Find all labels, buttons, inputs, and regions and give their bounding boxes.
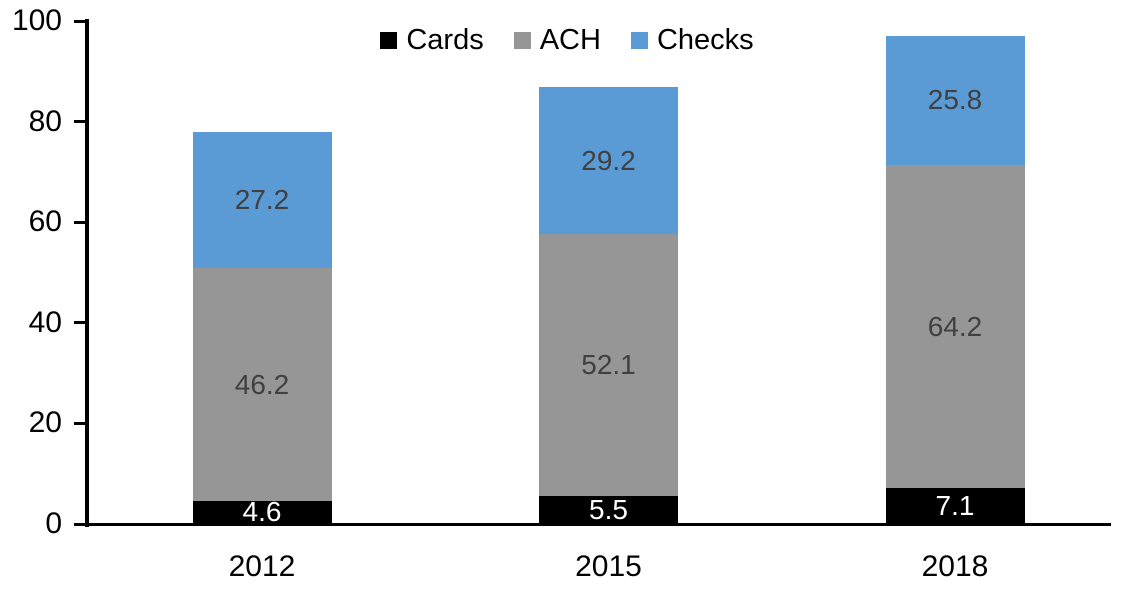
value-label-ach: 64.2 — [927, 310, 983, 342]
y-axis-tick — [74, 321, 85, 325]
y-axis-line — [85, 19, 89, 527]
y-axis-tick — [74, 522, 85, 526]
bar-segment-cards: 4.6 — [192, 496, 332, 528]
value-label-ach: 46.2 — [234, 368, 290, 400]
x-axis-line — [85, 523, 1111, 526]
bar-group-2018: 7.1 64.2 25.8 — [885, 35, 1025, 524]
x-axis-category-label: 2018 — [921, 550, 989, 583]
value-label-checks: 27.2 — [234, 184, 290, 216]
value-label-cards: 5.5 — [589, 494, 628, 526]
legend: Cards ACH Checks — [0, 26, 1134, 55]
x-axis-category-label: 2015 — [575, 550, 642, 583]
legend-swatch-cards — [380, 32, 398, 49]
value-label-checks: 25.8 — [927, 84, 983, 116]
value-label-ach: 52.1 — [581, 349, 636, 381]
value-label-cards: 7.1 — [935, 490, 975, 522]
y-axis-tick-label: 60 — [28, 205, 62, 239]
legend-item-ach: ACH — [513, 24, 601, 56]
legend-label: ACH — [539, 24, 601, 56]
bar-segment-checks: 27.2 — [192, 131, 332, 269]
y-axis-tick — [74, 19, 85, 23]
y-axis-tick-label: 100 — [11, 4, 62, 37]
legend-swatch-ach — [513, 32, 531, 49]
legend-swatch-checks — [630, 32, 648, 49]
bar-segment-ach: 46.2 — [192, 268, 332, 501]
value-label-checks: 29.2 — [581, 144, 636, 176]
value-label-cards: 4.6 — [242, 496, 282, 528]
x-axis-category-label: 2012 — [228, 550, 296, 583]
legend-item-cards: Cards — [380, 24, 484, 56]
bar-segment-ach: 64.2 — [885, 165, 1025, 489]
y-axis-tick-label: 0 — [45, 507, 62, 540]
legend-label: Cards — [406, 24, 484, 56]
y-axis-tick-label: 80 — [28, 104, 62, 138]
bar-segment-ach: 52.1 — [539, 234, 678, 497]
legend-label: Checks — [656, 24, 754, 56]
bar-segment-checks: 25.8 — [885, 35, 1025, 166]
bar-segment-cards: 7.1 — [885, 488, 1025, 524]
y-axis-tick — [74, 120, 85, 124]
bar-group-2015: 5.5 52.1 29.2 — [539, 87, 678, 524]
y-axis-tick — [74, 421, 85, 425]
legend-item-checks: Checks — [630, 24, 754, 56]
bar-segment-cards: 5.5 — [539, 496, 678, 524]
y-axis-tick-label: 40 — [28, 305, 62, 339]
bar-group-2012: 4.6 46.2 27.2 — [192, 131, 332, 528]
bar-segment-checks: 29.2 — [539, 87, 678, 235]
y-axis-tick-label: 20 — [28, 406, 62, 440]
y-axis-tick — [74, 220, 85, 224]
